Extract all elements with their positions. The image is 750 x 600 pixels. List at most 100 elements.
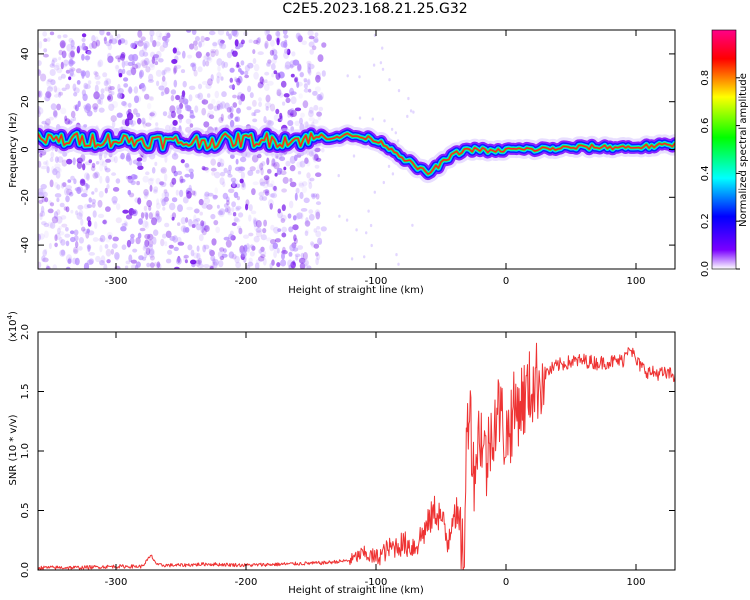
heatmap-noise-cell [73, 229, 79, 236]
heatmap-noise-cell [69, 68, 74, 77]
heatmap-noise-cell [208, 249, 213, 254]
heatmap-noise-cell [43, 222, 50, 228]
heatmap-noise-cell [130, 67, 137, 76]
heatmap-noise-cell [317, 94, 321, 100]
heatmap-noise-cell [216, 100, 222, 108]
heatmap-noise-cell [38, 60, 42, 66]
heatmap-noise-cell [222, 181, 226, 188]
heatmap-noise-cell [217, 30, 225, 36]
heatmap-noise-cell [57, 156, 64, 163]
heatmap-noise-cell [191, 224, 196, 228]
heatmap-noise-cell [167, 113, 173, 119]
heatmap-noise-cell [149, 262, 155, 268]
heatmap-noise-cell [66, 188, 73, 196]
heatmap-noise-cell [102, 219, 108, 225]
heatmap-noise-cell [107, 55, 114, 63]
heatmap-noise-cell [76, 212, 83, 220]
heatmap-noise-cell [77, 204, 84, 210]
heatmap-noise-cell [47, 92, 51, 100]
heatmap-noise-cell [297, 63, 302, 71]
heatmap-noise-cell [195, 51, 202, 59]
heatmap-noise-cell [308, 213, 315, 221]
heatmap-noise-cell [110, 115, 117, 122]
heatmap-noise-cell [260, 246, 265, 252]
heatmap-noise-cell [142, 220, 149, 228]
heatmap-noise-cell [258, 249, 262, 254]
heatmap-noise-cell [42, 249, 47, 257]
heatmap-noise-cell [57, 227, 61, 235]
heatmap-noise-cell [263, 116, 267, 124]
heatmap-noise-cell [82, 163, 86, 171]
heatmap-noise-cell [88, 42, 94, 50]
heatmap-noise-cell [42, 257, 49, 263]
heatmap-noise-cell [70, 39, 75, 48]
heatmap-noise-cell [114, 253, 120, 261]
heatmap-noise-cell [240, 39, 245, 45]
heatmap-noise-cell [141, 117, 146, 125]
heatmap-noise-cell [316, 111, 322, 117]
heatmap-noise-cell [70, 110, 76, 118]
heatmap-noise-cell [289, 244, 296, 252]
heatmap-noise-cell [164, 67, 171, 72]
heatmap-noise-cell [253, 223, 259, 231]
heatmap-noise-cell [263, 219, 267, 227]
heatmap-noise-cell [312, 154, 319, 161]
heatmap-noise-cell [59, 40, 66, 49]
heatmap-noise-cell [46, 86, 54, 92]
heatmap-noise-cell [176, 236, 182, 244]
heatmap-noise-cell [157, 35, 162, 41]
heatmap-noise-cell [109, 86, 115, 91]
heatmap-noise-cell [151, 167, 156, 174]
heatmap-noise-cell [198, 234, 204, 242]
heatmap-noise-cell [245, 244, 251, 252]
heatmap-noise-cell [155, 210, 160, 217]
heatmap-noise-cell [164, 222, 170, 228]
heatmap-noise-cell [409, 109, 413, 113]
heatmap-noise-cell [90, 165, 96, 172]
heatmap-noise-cell [81, 53, 85, 61]
heatmap-noise-cell [60, 61, 64, 70]
heatmap-noise-cell [320, 226, 327, 232]
heatmap-noise-cell [79, 178, 86, 186]
heatmap-noise-cell [70, 45, 76, 50]
heatmap-noise-cell [178, 116, 183, 124]
heatmap-noise-cell [253, 111, 257, 117]
heatmap-noise-cell [312, 36, 319, 44]
heatmap-noise-cell [87, 244, 91, 253]
heatmap-noise-cell [194, 105, 199, 113]
heatmap-noise-cell [85, 55, 89, 62]
heatmap-noise-cell [143, 44, 148, 49]
heatmap-noise-cell [258, 101, 262, 108]
heatmap-noise-cell [53, 64, 60, 71]
heatmap-noise-cell [103, 37, 108, 42]
heatmap-noise-cell [296, 64, 302, 72]
heatmap-noise-cell [91, 202, 96, 208]
heatmap-noise-cell [174, 64, 182, 69]
heatmap-noise-cell [218, 260, 224, 268]
heatmap-noise-cell [396, 139, 400, 143]
heatmap-noise-cell [255, 259, 261, 265]
heatmap-noise-cell [212, 194, 218, 200]
heatmap-noise-cell [132, 209, 138, 217]
heatmap-noise-cell [388, 78, 391, 82]
heatmap-noise-cell [65, 185, 72, 190]
heatmap-noise-cell [126, 112, 134, 121]
heatmap-noise-cell [64, 233, 71, 238]
heatmap-noise-cell [315, 251, 319, 257]
heatmap-noise-cell [313, 104, 319, 111]
heatmap-noise-cell [193, 45, 199, 51]
heatmap-noise-cell [107, 43, 113, 51]
heatmap-noise-cell [101, 160, 108, 167]
heatmap-noise-cell [240, 251, 247, 258]
heatmap-noise-cell [97, 99, 102, 105]
heatmap-noise-cell [253, 63, 260, 72]
heatmap-noise-cell [49, 157, 54, 163]
heatmap-noise-cell [44, 248, 48, 255]
heatmap-noise-cell [252, 99, 257, 107]
heatmap-noise-cell [80, 218, 84, 226]
colorbar: 0.0 0.2 0.4 0.6 0.8 Normalized spectral ampl… [700, 29, 749, 277]
heatmap-noise-cell [206, 55, 213, 64]
heatmap-noise-cell [259, 178, 265, 186]
heatmap-noise-cell [112, 187, 120, 192]
